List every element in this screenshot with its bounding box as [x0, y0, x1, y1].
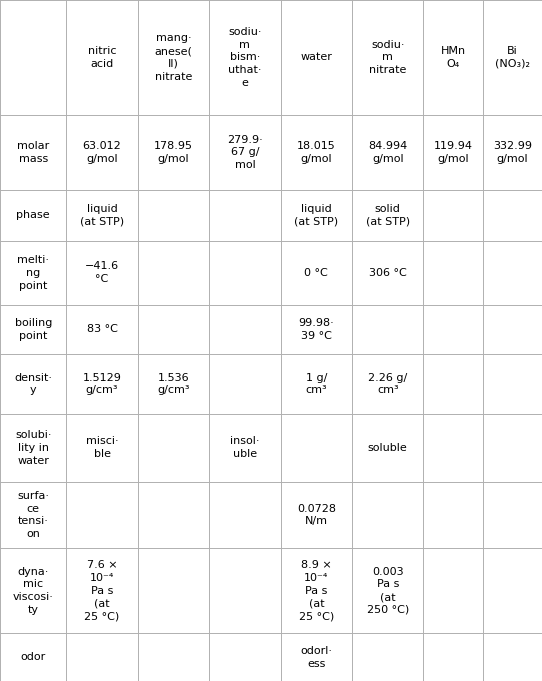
Text: 63.012
g/mol: 63.012 g/mol	[83, 141, 121, 163]
Text: 1 g/
cm³: 1 g/ cm³	[306, 373, 327, 395]
Text: 279.9·
67 g/
mol: 279.9· 67 g/ mol	[227, 135, 263, 170]
Text: mang·
anese(
II)
nitrate: mang· anese( II) nitrate	[154, 33, 192, 82]
Text: soluble: soluble	[368, 443, 408, 453]
Text: 332.99
g/mol: 332.99 g/mol	[493, 141, 532, 163]
Text: dyna·
mic
viscosi·
ty: dyna· mic viscosi· ty	[13, 567, 54, 615]
Text: odor: odor	[21, 652, 46, 662]
Text: Bi
(NO₃)₂: Bi (NO₃)₂	[495, 46, 530, 69]
Text: nitric
acid: nitric acid	[88, 46, 117, 69]
Text: 7.6 ×
10⁻⁴
Pa s
(at
25 °C): 7.6 × 10⁻⁴ Pa s (at 25 °C)	[85, 560, 120, 621]
Text: sodiu·
m
nitrate: sodiu· m nitrate	[369, 39, 406, 76]
Text: 18.015
g/mol: 18.015 g/mol	[297, 141, 335, 163]
Text: HMn
O₄: HMn O₄	[441, 46, 466, 69]
Text: 1.536
g/cm³: 1.536 g/cm³	[157, 373, 190, 395]
Text: molar
mass: molar mass	[17, 141, 49, 163]
Text: sodiu·
m
bism·
uthat·
e: sodiu· m bism· uthat· e	[228, 27, 262, 88]
Text: solid
(at STP): solid (at STP)	[366, 204, 410, 227]
Text: 2.26 g/
cm³: 2.26 g/ cm³	[368, 373, 408, 395]
Text: 0 °C: 0 °C	[305, 268, 328, 278]
Text: water: water	[300, 52, 332, 63]
Text: melti·
ng
point: melti· ng point	[17, 255, 49, 291]
Text: solubi·
lity in
water: solubi· lity in water	[15, 430, 51, 466]
Text: 1.5129
g/cm³: 1.5129 g/cm³	[83, 373, 121, 395]
Text: 84.994
g/mol: 84.994 g/mol	[368, 141, 408, 163]
Text: 83 °C: 83 °C	[87, 324, 118, 334]
Text: 119.94
g/mol: 119.94 g/mol	[434, 141, 473, 163]
Text: 99.98·
39 °C: 99.98· 39 °C	[299, 318, 334, 340]
Text: liquid
(at STP): liquid (at STP)	[294, 204, 338, 227]
Text: insol·
uble: insol· uble	[230, 437, 260, 459]
Text: 0.003
Pa s
(at
250 °C): 0.003 Pa s (at 250 °C)	[366, 567, 409, 615]
Text: 0.0728
N/m: 0.0728 N/m	[297, 504, 336, 526]
Text: 8.9 ×
10⁻⁴
Pa s
(at
25 °C): 8.9 × 10⁻⁴ Pa s (at 25 °C)	[299, 560, 334, 621]
Text: surfa·
ce
tensi·
on: surfa· ce tensi· on	[17, 491, 49, 539]
Text: phase: phase	[16, 210, 50, 221]
Text: liquid
(at STP): liquid (at STP)	[80, 204, 124, 227]
Text: −41.6
°C: −41.6 °C	[85, 262, 119, 284]
Text: boiling
point: boiling point	[15, 318, 52, 340]
Text: misci·
ble: misci· ble	[86, 437, 119, 459]
Text: odorl·
ess: odorl· ess	[300, 646, 332, 669]
Text: densit·
y: densit· y	[14, 373, 52, 395]
Text: 306 °C: 306 °C	[369, 268, 406, 278]
Text: 178.95
g/mol: 178.95 g/mol	[154, 141, 193, 163]
